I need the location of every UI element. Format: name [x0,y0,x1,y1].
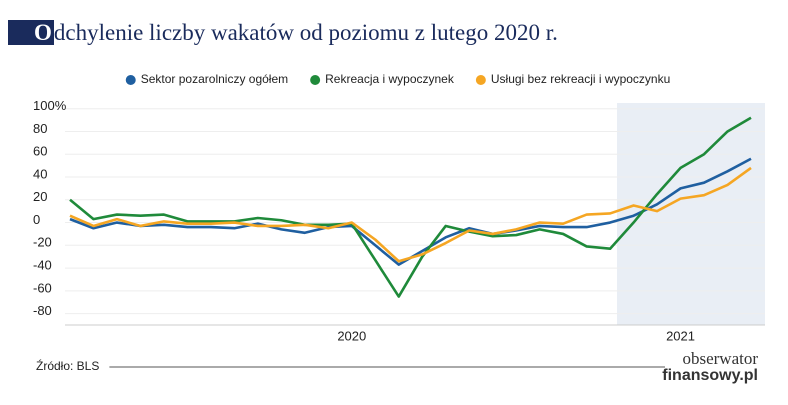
y-tick-label: 100% [33,98,67,113]
series-line [69,166,752,263]
y-tick-label: 0 [33,212,40,227]
legend-label: Sektor pozarolniczy ogółem [141,72,288,86]
legend-label: Rekreacja i wypoczynek [325,72,455,86]
y-tick-label: -60 [33,280,52,295]
y-tick-label: 60 [33,144,47,159]
chart-title: Odchylenie liczby wakatów od poziomu z l… [34,20,558,45]
y-tick-label: -40 [33,258,52,273]
y-tick-label: -20 [33,235,52,250]
y-tick-label: 40 [33,166,47,181]
x-tick-label: 2021 [666,328,695,343]
y-tick-label: 80 [33,121,47,136]
y-tick-label: -80 [33,303,52,318]
legend-marker [125,75,136,85]
logo-bottom: finansowy.pl [662,367,758,384]
legend-marker [310,75,321,85]
logo-top: obserwator [682,349,758,368]
legend-label: Usługi bez rekreacji i wypoczynku [491,72,670,86]
x-tick-label: 2020 [337,328,366,343]
legend: Sektor pozarolniczy ogółem Rekreacja i wy… [125,72,670,86]
series-line [69,116,752,298]
source: Źródło: BLS [36,358,99,373]
y-tick-label: 20 [33,189,47,204]
legend-marker [475,75,486,85]
